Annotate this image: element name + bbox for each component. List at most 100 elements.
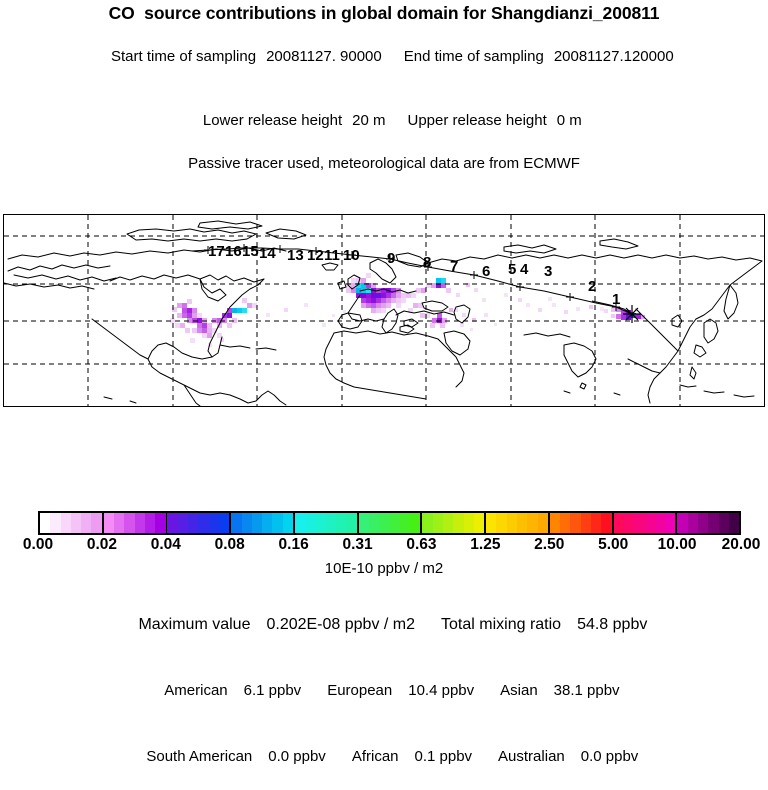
colorbar-segment-2 xyxy=(167,513,232,533)
colorbar-swatch xyxy=(91,513,102,533)
colorbar-swatch xyxy=(432,513,443,533)
header-block: CO source contributions in global domain… xyxy=(0,0,768,175)
start-time-value: 20081127. 90000 xyxy=(266,47,382,65)
total-mixing-ratio-label: Total mixing ratio xyxy=(441,616,562,633)
region-label-american: American xyxy=(164,682,228,699)
colorbar-swatch xyxy=(473,513,485,533)
trajectory-hour-label-14: 14 xyxy=(259,245,276,262)
colorbar-swatch xyxy=(155,513,166,533)
colorbar-swatch xyxy=(251,513,263,533)
colorbar-swatch xyxy=(358,513,369,533)
colorbar-swatch xyxy=(687,513,698,533)
colorbar-swatch xyxy=(463,513,474,533)
colorbar-swatch xyxy=(591,513,602,533)
colorbar-segment-3 xyxy=(231,513,295,533)
colorbar-segment-0 xyxy=(40,513,104,533)
trajectory-hour-label-8: 8 xyxy=(423,254,432,271)
colorbar-swatch xyxy=(486,513,497,533)
colorbar-swatch xyxy=(124,513,135,533)
trajectory-hour-label-7: 7 xyxy=(450,258,459,275)
trajectory-hour-label-13: 13 xyxy=(287,247,304,264)
colorbar-swatch xyxy=(198,513,209,533)
region-value-european: 10.4 ppbv xyxy=(408,682,475,699)
colorbar-swatch xyxy=(697,513,709,533)
colorbar-swatch xyxy=(517,513,528,533)
region-label-european: European xyxy=(327,682,393,699)
page-title: CO source contributions in global domain… xyxy=(108,3,660,23)
upper-release-value: 0 m xyxy=(556,112,582,129)
colorbar-tick-5-00: 5.00 xyxy=(598,536,629,553)
colorbar-swatch xyxy=(167,513,178,533)
colorbar-swatch xyxy=(336,513,347,533)
coastlines xyxy=(4,220,763,406)
colorbar-tick-0-04: 0.04 xyxy=(150,536,181,553)
region-value-american: 6.1 ppbv xyxy=(243,682,302,699)
colorbar-swatch xyxy=(103,513,115,533)
colorbar-swatch xyxy=(389,513,400,533)
max-value-value: 0.202E-08 ppbv / m2 xyxy=(266,616,416,633)
start-time-label: Start time of sampling xyxy=(111,47,257,65)
colorbar-swatch xyxy=(231,513,242,533)
colorbar-swatch xyxy=(570,513,581,533)
colorbar-swatch xyxy=(718,513,729,533)
colorbar-segment-5 xyxy=(358,513,423,533)
trajectory-hour-label-15: 15 xyxy=(242,243,259,260)
colorbar xyxy=(38,511,741,535)
trajectory-hour-label-4: 4 xyxy=(520,261,529,278)
region-value-asian: 38.1 ppbv xyxy=(553,682,620,699)
colorbar-swatch xyxy=(644,513,655,533)
release-height-line: Lower release height 20 m Upper release he… xyxy=(0,89,768,154)
colorbar-segment-4 xyxy=(294,513,359,533)
end-time-label: End time of sampling xyxy=(403,47,544,65)
colorbar-swatch xyxy=(601,513,612,533)
colorbar-swatch xyxy=(443,513,454,533)
colorbar-swatch xyxy=(144,513,156,533)
trajectory-hour-label-6: 6 xyxy=(482,263,491,280)
colorbar-swatch xyxy=(654,513,666,533)
colorbar-segment-7 xyxy=(486,513,550,533)
colorbar-tick-labels: 0.00 0.02 0.04 0.08 0.16 0.31 0.63 1.25 2.50 5.00… xyxy=(0,536,768,558)
end-time-value: 20081127.120000 xyxy=(553,47,674,65)
colorbar-swatch xyxy=(70,513,82,533)
region-value-african: 0.1 ppbv xyxy=(414,748,473,765)
global-map-panel: 17 16 15 14 13 12 11 10 9 8 7 6 5 4 3 2 1 xyxy=(3,214,765,407)
colorbar-swatch xyxy=(665,513,676,533)
region-label-african: African xyxy=(351,748,399,765)
colorbar-swatch xyxy=(623,513,635,533)
stats-row-northern: American 6.1 ppbv European 10.4 ppbv Asian 38… xyxy=(0,658,768,724)
lower-release-label: Lower release height xyxy=(202,112,343,129)
map-svg xyxy=(4,215,764,406)
trajectory-hour-label-12: 12 xyxy=(307,247,324,264)
colorbar-swatch xyxy=(399,513,411,533)
colorbar-tick-0-02: 0.02 xyxy=(86,536,117,553)
colorbar-swatch xyxy=(40,513,51,533)
map-gridlines xyxy=(4,215,764,406)
colorbar-tick-20-00: 20.00 xyxy=(721,536,761,553)
colorbar-segment-6 xyxy=(422,513,487,533)
colorbar-swatch xyxy=(728,513,740,533)
colorbar-units-label: 10E-10 ppbv / m2 xyxy=(324,560,444,577)
colorbar-swatch xyxy=(527,513,538,533)
colorbar-tick-2-50: 2.50 xyxy=(534,536,565,553)
colorbar-swatch xyxy=(50,513,61,533)
colorbar-swatch xyxy=(114,513,125,533)
trajectory-markers xyxy=(204,244,620,311)
colorbar-swatch xyxy=(560,513,571,533)
max-value-label: Maximum value xyxy=(138,616,251,633)
stats-row-southern: South American 0.0 ppbv African 0.1 ppbv Aus… xyxy=(0,724,768,790)
colorbar-swatch xyxy=(188,513,199,533)
statistics-block: Maximum value 0.202E-08 ppbv / m2 Total mi… xyxy=(0,592,768,790)
colorbar-swatch xyxy=(81,513,92,533)
stats-row-max: Maximum value 0.202E-08 ppbv / m2 Total mi… xyxy=(0,592,768,658)
trajectory-hour-label-11: 11 xyxy=(324,247,340,264)
colorbar-swatch xyxy=(422,513,433,533)
colorbar-tick-0-16: 0.16 xyxy=(278,536,309,553)
colorbar-panel: 0.00 0.02 0.04 0.08 0.16 0.31 0.63 1.25 2.50 5.00… xyxy=(0,505,768,565)
colorbar-swatch xyxy=(613,513,624,533)
region-label-asian: Asian xyxy=(500,682,538,699)
region-value-south-american: 0.0 ppbv xyxy=(268,748,326,765)
colorbar-swatch xyxy=(315,513,326,533)
colorbar-swatch xyxy=(537,513,548,533)
trajectory-hour-label-2: 2 xyxy=(588,278,597,295)
colorbar-swatch xyxy=(410,513,421,533)
